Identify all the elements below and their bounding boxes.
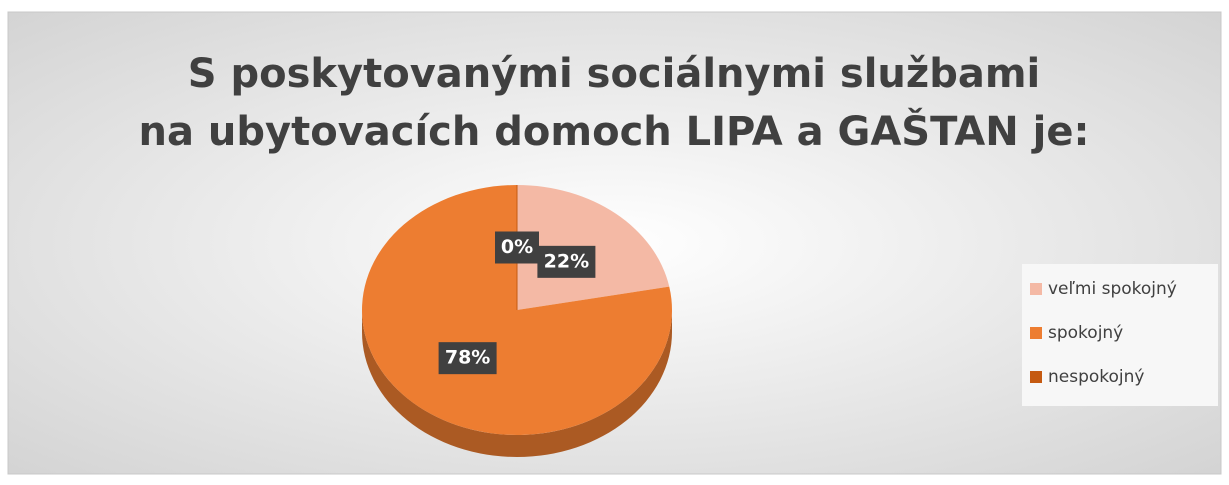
data-label-box bbox=[438, 342, 497, 375]
data-label: 22% bbox=[544, 250, 589, 272]
legend bbox=[1022, 264, 1218, 406]
pie-side bbox=[362, 310, 672, 457]
data-label: 78% bbox=[445, 347, 490, 369]
data-label-box bbox=[537, 245, 596, 278]
data-label: 0% bbox=[501, 236, 533, 258]
legend-label: spokojný bbox=[1048, 323, 1123, 343]
legend-swatch bbox=[1030, 371, 1042, 383]
chart-title: S poskytovanými sociálnymi službami bbox=[188, 51, 1040, 97]
chart-title: na ubytovacích domoch LIPA a GAŠTAN je: bbox=[139, 107, 1090, 155]
legend-label: veľmi spokojný bbox=[1048, 279, 1177, 299]
legend-label: nespokojný bbox=[1048, 367, 1144, 387]
legend-swatch bbox=[1030, 327, 1042, 339]
legend-swatch bbox=[1030, 283, 1042, 295]
data-label-box bbox=[495, 231, 539, 264]
